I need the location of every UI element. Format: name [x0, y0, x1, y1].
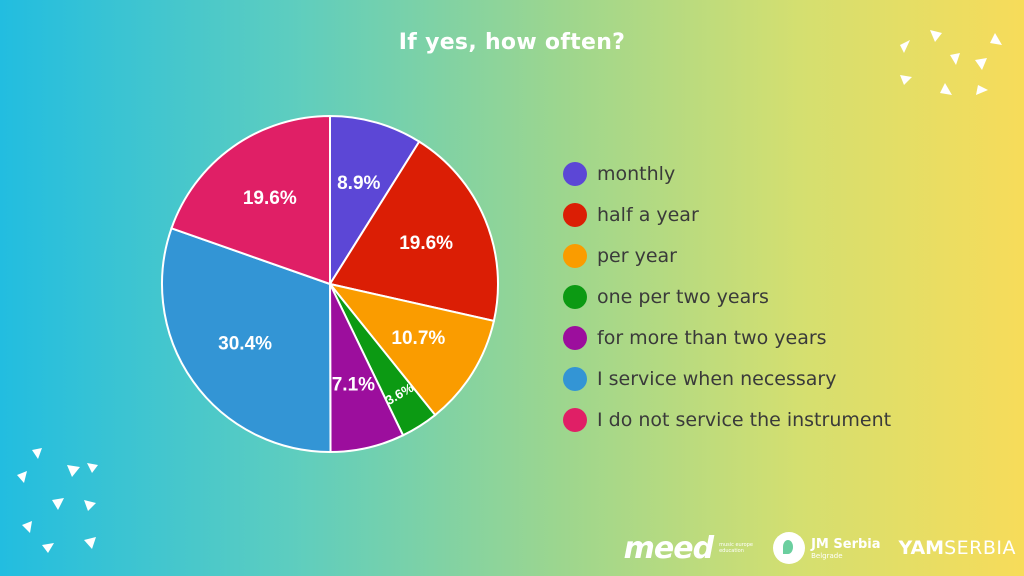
confetti-triangle	[87, 463, 98, 473]
confetti-triangle	[22, 521, 32, 533]
confetti-triangle	[84, 537, 96, 549]
legend-swatch-4	[563, 325, 587, 350]
confetti-triangle	[17, 471, 27, 483]
confetti-triangle	[950, 53, 960, 65]
confetti-triangle	[84, 500, 96, 511]
confetti-triangle	[42, 543, 54, 553]
confetti-triangle	[976, 85, 988, 95]
pie-slice-label-0: 8.9%	[337, 173, 380, 194]
jm-serbia-city: Belgrade	[811, 551, 843, 560]
pie-slice-label-2: 10.7%	[391, 328, 445, 349]
confetti-decoration-top-right	[900, 30, 1002, 95]
confetti-triangle	[990, 33, 1002, 45]
pie-slice-5	[161, 227, 332, 453]
legend-item-5: I service when necessary	[563, 358, 923, 399]
pie-slice-1	[328, 140, 499, 323]
jm-serbia-logo-text: JM Serbia Belgrade	[811, 537, 880, 560]
legend-swatch-2	[563, 243, 587, 268]
sponsor-logos: meed music europe education JM Serbia Be…	[624, 526, 1016, 570]
confetti-triangle	[930, 30, 942, 42]
jm-serbia-logo-icon	[773, 532, 806, 564]
pie-slice-label-4: 7.1%	[332, 375, 375, 396]
pie-slice-6	[170, 114, 331, 286]
legend-swatch-6	[563, 407, 587, 432]
legend-item-1: half a year	[563, 194, 923, 235]
legend-swatch-5	[563, 366, 587, 391]
legend-label-1: half a year	[597, 203, 699, 226]
legend-label-0: monthly	[597, 162, 676, 185]
pie-slice-0	[329, 114, 421, 288]
confetti-triangle	[32, 448, 42, 459]
legend-swatch-1	[563, 202, 587, 227]
legend-item-6: I do not service the instrument	[563, 399, 923, 440]
serbia-logo-word: SERBIA	[944, 537, 1016, 559]
legend-item-2: per year	[563, 235, 923, 276]
legend-item-4: for more than two years	[563, 317, 923, 358]
confetti-decoration-bottom-left	[17, 448, 98, 553]
pie-slice-label-5: 30.4%	[218, 333, 272, 354]
yam-logo-word: YAM	[898, 537, 945, 559]
legend-label-3: one per two years	[597, 285, 769, 308]
confetti-triangle	[900, 75, 912, 85]
pie-slice-label-1: 19.6%	[399, 233, 453, 254]
yam-serbia-logo: YAMSERBIA	[899, 537, 1016, 559]
confetti-triangle	[940, 83, 952, 95]
jm-serbia-name: JM Serbia	[811, 536, 881, 552]
legend-label-5: I service when necessary	[597, 367, 837, 390]
legend-item-3: one per two years	[563, 276, 923, 317]
meed-logo-subtitle: music europe education	[719, 542, 753, 554]
legend-item-0: monthly	[563, 153, 923, 194]
pie-slice-2	[327, 282, 496, 417]
legend-swatch-3	[563, 284, 587, 309]
confetti-triangle	[900, 40, 910, 53]
meed-logo: meed	[623, 530, 714, 566]
legend-label-2: per year	[597, 244, 677, 267]
chart-legend: monthly half a year per year one per two ye…	[563, 153, 923, 440]
legend-label-4: for more than two years	[597, 326, 827, 349]
confetti-triangle	[67, 465, 80, 477]
legend-swatch-0	[563, 161, 587, 186]
confetti-triangle	[52, 498, 64, 510]
legend-label-6: I do not service the instrument	[597, 408, 892, 431]
pie-slice-label-6: 19.6%	[243, 188, 297, 209]
chart-title: If yes, how often?	[398, 30, 626, 55]
confetti-triangle	[975, 58, 987, 70]
